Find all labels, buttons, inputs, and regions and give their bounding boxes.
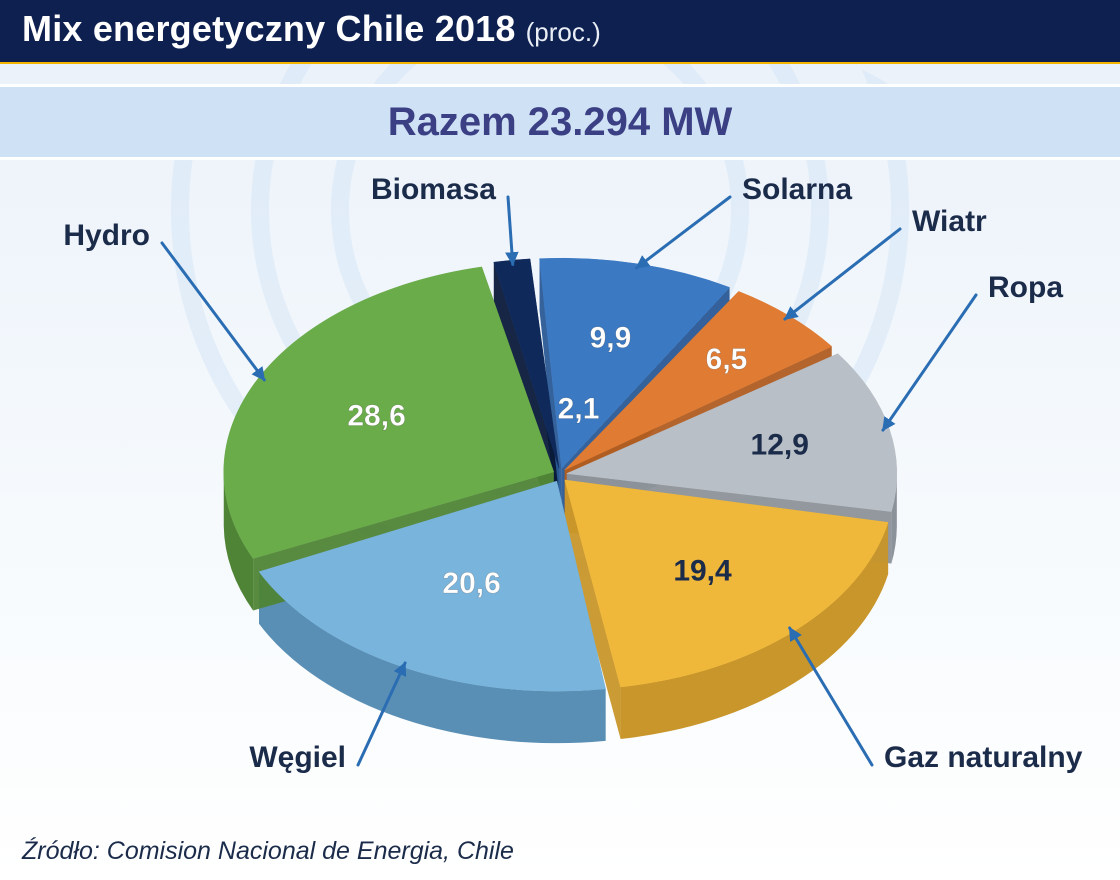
source-value: Comision Nacional de Energia, Chile xyxy=(107,837,514,865)
slice-value-label: 12,9 xyxy=(751,428,809,461)
slice-value-label: 20,6 xyxy=(442,567,500,600)
category-label: Gaz naturalny xyxy=(884,741,1083,774)
title-main: Mix energetyczny Chile 2018 xyxy=(22,8,516,50)
slice-value-label: 19,4 xyxy=(673,555,732,588)
subtitle-band: Razem 23.294 MW xyxy=(0,84,1120,160)
subtitle-text: Razem 23.294 MW xyxy=(388,100,733,145)
page-root: Mix energetyczny Chile 2018 (proc.) Raze… xyxy=(0,0,1120,880)
category-label: Wiatr xyxy=(912,205,987,238)
title-bar: Mix energetyczny Chile 2018 (proc.) xyxy=(0,0,1120,62)
leader-line xyxy=(508,197,513,264)
slice-value-label: 9,9 xyxy=(590,321,632,354)
category-label: Biomasa xyxy=(371,175,496,206)
leader-line xyxy=(636,197,730,268)
leader-line xyxy=(162,243,264,380)
category-label: Hydro xyxy=(63,219,150,252)
title-divider xyxy=(0,62,1120,64)
slice-value-label: 6,5 xyxy=(706,343,748,376)
category-label: Węgiel xyxy=(249,741,346,774)
category-label: Solarna xyxy=(742,175,852,206)
pie-chart: 2,1 9,9 6,5 12,9 19,4 20,6 28,6 Biomasa Solarna W… xyxy=(0,175,1120,815)
title-suffix: (proc.) xyxy=(526,17,601,48)
source-line: Źródło: Comision Nacional de Energia, Ch… xyxy=(22,837,514,866)
slice-value-label: 2,1 xyxy=(558,392,600,425)
source-label: Źródło: xyxy=(22,837,100,865)
leader-line xyxy=(785,229,900,319)
category-label: Ropa xyxy=(988,271,1063,304)
leader-line xyxy=(883,295,976,430)
slice-value-label: 28,6 xyxy=(347,400,405,433)
